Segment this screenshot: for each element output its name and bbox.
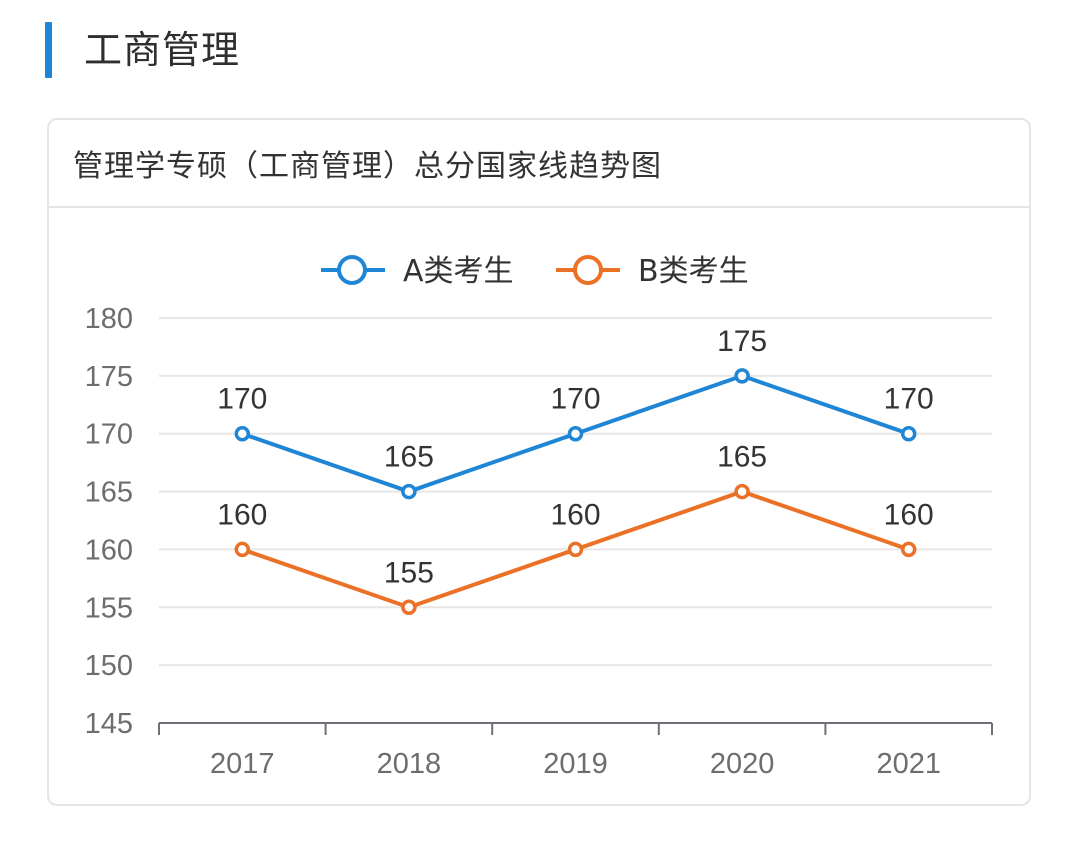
section-title: 工商管理	[84, 28, 241, 72]
card-header: 管理学专硕（工商管理）总分国家线趋势图	[49, 120, 1029, 208]
x-tick-label: 2018	[377, 748, 442, 780]
data-point	[234, 425, 251, 442]
data-point	[234, 541, 251, 558]
data-point	[734, 368, 750, 384]
data-point	[567, 541, 584, 558]
data-point	[734, 483, 750, 500]
y-tick-label: 175	[85, 361, 133, 393]
chart-title: 管理学专硕（工商管理）总分国家线趋势图	[73, 149, 662, 184]
x-tick-label: 2020	[710, 748, 775, 780]
y-tick-label: 160	[85, 534, 133, 566]
data-point	[900, 425, 917, 442]
data-label: 170	[217, 383, 267, 416]
section-header: 工商管理	[45, 22, 240, 78]
data-label: 170	[884, 383, 934, 416]
data-label: 155	[384, 556, 434, 589]
y-tick-label: 165	[85, 477, 133, 509]
data-label: 175	[717, 325, 767, 358]
x-tick-label: 2019	[543, 748, 608, 780]
data-point	[567, 425, 584, 442]
data-point	[900, 541, 917, 558]
y-tick-label: 170	[85, 419, 133, 451]
y-tick-label: 150	[85, 650, 133, 682]
y-tick-label: 145	[85, 708, 133, 740]
data-label: 160	[217, 498, 267, 531]
chart-card: 管理学专硕（工商管理）总分国家线趋势图 145 150 155 160 165 170 17…	[47, 118, 1031, 806]
legend-marker	[573, 255, 603, 285]
legend-label: B类考生	[638, 254, 749, 289]
data-label: 165	[384, 441, 434, 474]
y-tick-label: 155	[85, 592, 133, 624]
data-point	[401, 483, 417, 500]
data-point	[401, 599, 417, 616]
legend-label: A类考生	[403, 254, 514, 289]
data-label: 160	[550, 498, 600, 531]
line-chart: 145 150 155 160 165 170 175 180 2017 2018 2019 2020…	[85, 254, 993, 780]
data-label: 160	[884, 498, 934, 531]
legend-marker	[337, 255, 367, 285]
y-tick-label: 180	[85, 303, 133, 335]
data-label: 165	[717, 441, 767, 474]
section-accent-bar	[45, 22, 52, 78]
data-label: 170	[550, 383, 600, 416]
x-tick-label: 2017	[210, 748, 275, 780]
x-tick-label: 2021	[876, 748, 941, 780]
